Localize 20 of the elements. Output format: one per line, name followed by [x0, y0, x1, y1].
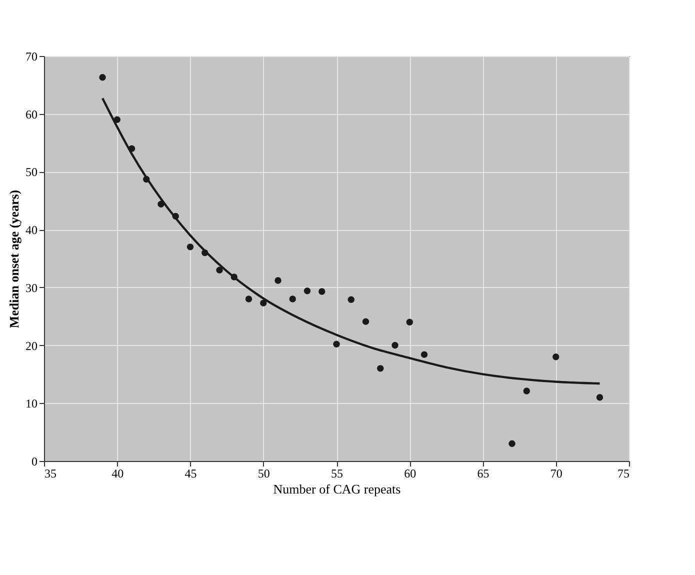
y-tick-label: 60 — [26, 107, 38, 122]
x-tick-label: 60 — [404, 466, 416, 480]
y-tick-label: 40 — [26, 223, 38, 238]
x-tick-label: 40 — [112, 466, 124, 480]
x-tick-label: 50 — [258, 466, 270, 480]
x-tick-label: 65 — [477, 466, 490, 480]
y-tick-label: 70 — [26, 50, 38, 64]
line-series — [101, 97, 601, 385]
x-tick-label: 55 — [331, 466, 343, 480]
x-tick-label: 70 — [550, 466, 562, 480]
y-tick-label: 10 — [26, 396, 38, 411]
x-tick-label: 45 — [184, 466, 197, 480]
y-tick-label: 30 — [26, 280, 38, 295]
y-tick-label: 50 — [26, 165, 38, 180]
x-axis-title: Number of CAG repeats — [273, 482, 401, 496]
y-axis-title: Median onset age (years) — [6, 190, 22, 328]
y-tick-label: 20 — [26, 338, 38, 353]
y-tick-label: 0 — [32, 454, 38, 468]
x-tick-label: 35 — [44, 466, 56, 480]
x-tick-label: 75 — [618, 466, 630, 480]
